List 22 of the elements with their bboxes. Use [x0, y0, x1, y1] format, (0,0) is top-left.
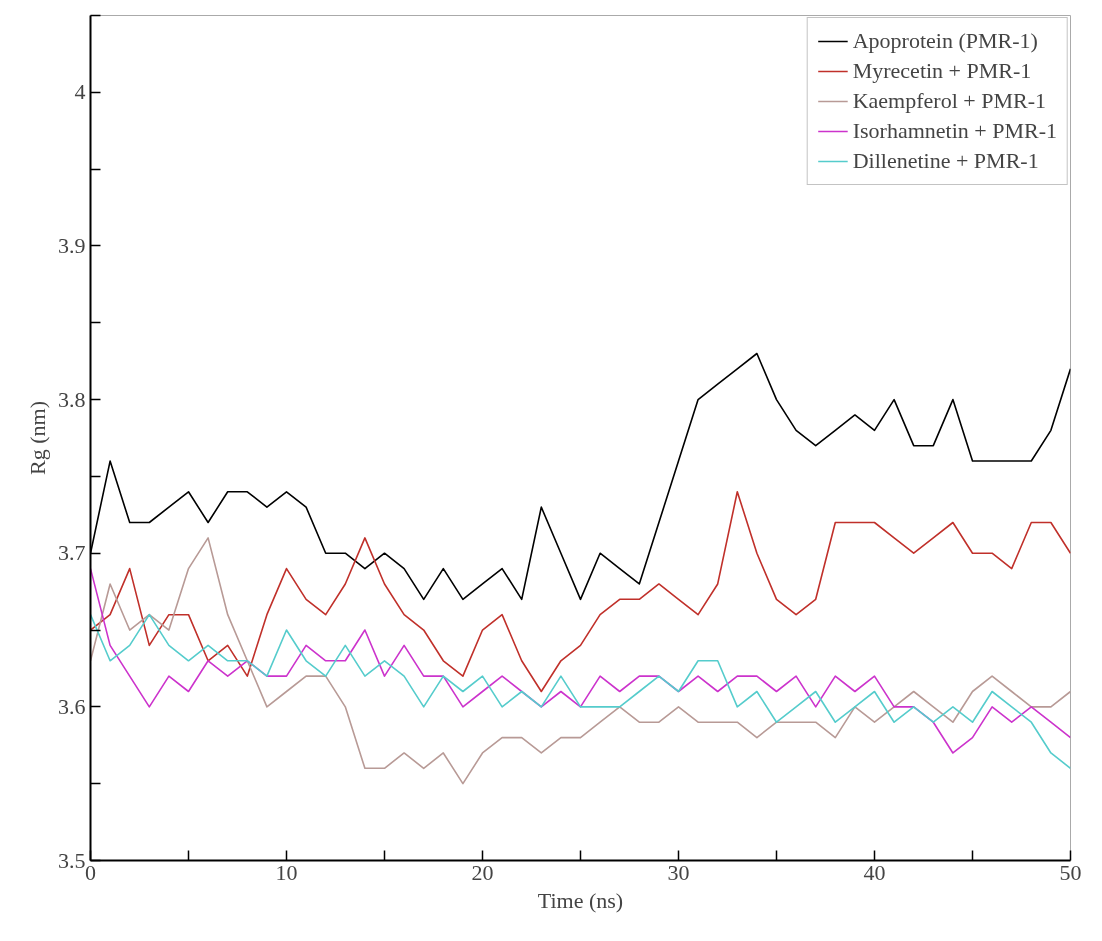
x-axis-title: Time (ns)	[537, 887, 624, 913]
y-tick-label: 3.9	[58, 232, 86, 258]
x-tick-label: 50	[1059, 859, 1082, 885]
x-tick-label: 40	[863, 859, 886, 885]
x-tick-label: 0	[85, 859, 96, 885]
legend-label: Isorhamnetin + PMR-1	[852, 118, 1057, 144]
x-tick-label: 10	[275, 859, 298, 885]
legend-label: Dillenetine + PMR-1	[852, 148, 1039, 174]
legend-label: Myrecetin + PMR-1	[852, 58, 1032, 84]
y-axis-title: Rg (nm)	[25, 401, 50, 475]
line-series	[90, 537, 1071, 785]
y-tick-label: 3.7	[58, 540, 86, 566]
line-series	[90, 613, 1071, 770]
legend-label: Kaempferol + PMR-1	[852, 88, 1046, 114]
x-tick-label: 20	[471, 859, 494, 885]
line-series	[90, 490, 1071, 693]
y-tick-label: 3.8	[58, 386, 86, 412]
y-tick-label: 3.6	[58, 693, 86, 719]
y-tick-label: 4	[74, 79, 86, 105]
y-tick-label: 3.5	[58, 847, 86, 873]
legend-label: Apoprotein (PMR-1)	[852, 28, 1038, 54]
x-tick-label: 30	[667, 859, 690, 885]
